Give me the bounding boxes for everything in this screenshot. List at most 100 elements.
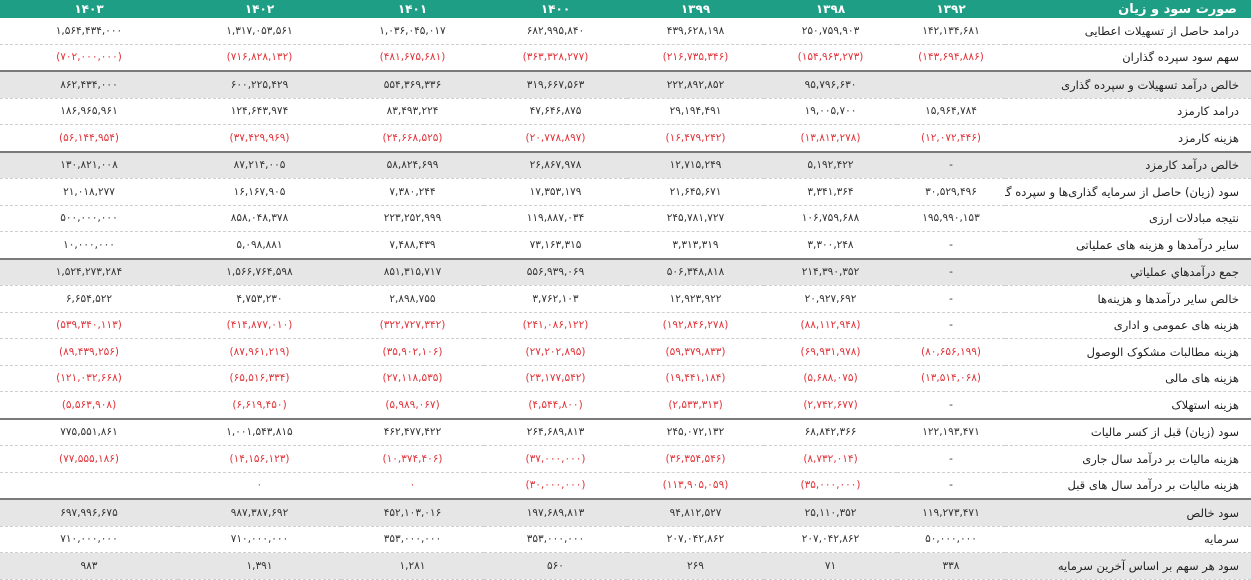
value-cell: (۳۵,۰۰۰,۰۰۰) (764, 472, 897, 500)
value-cell: (۳۰,۰۰۰,۰۰۰) (484, 472, 627, 500)
value-cell: ۴,۷۵۳,۲۳۰ (178, 285, 341, 313)
value-cell: ۱۲,۷۱۵,۲۴۹ (627, 150, 764, 179)
value-cell: ۶۰۰,۲۲۵,۴۲۹ (178, 70, 341, 99)
value-cell: (۴,۵۴۴,۸۰۰) (484, 391, 627, 419)
value-cell: ۲۲۲,۸۹۲,۸۵۲ (627, 70, 764, 99)
row-label: نتیجه مبادلات ارزی (1005, 205, 1251, 232)
value-cell: (۱۳,۵۱۴,۰۶۸) (897, 365, 1005, 392)
value-cell: ۷,۴۸۸,۴۳۹ (341, 231, 484, 259)
value-cell: ۲۱,۶۴۵,۶۷۱ (627, 178, 764, 206)
value-cell: ۴۷,۶۴۶,۸۷۵ (484, 98, 627, 125)
value-cell: ۵۶۰ (484, 552, 627, 580)
table-row: هزینه مالیات بر درآمد سال جاری - (۸,۷۳۲,۰۱… (0, 445, 1251, 473)
value-cell: (۸۸,۱۱۲,۹۴۸) (764, 312, 897, 339)
value-cell: ۱۲,۹۲۳,۹۲۲ (627, 285, 764, 313)
value-cell: (۱۰,۳۷۴,۴۰۶) (341, 445, 484, 473)
value-cell: (۶۹,۹۳۱,۹۷۸) (764, 338, 897, 366)
value-cell: ۸۳,۴۹۳,۲۲۴ (341, 98, 484, 125)
value-cell: ۴۳۹,۶۲۸,۱۹۸ (627, 18, 764, 45)
value-cell: (۱۳,۸۱۳,۲۷۸) (764, 124, 897, 152)
value-cell: (۸۷,۹۶۱,۲۱۹) (178, 338, 341, 366)
value-cell: (۸۰,۶۵۶,۱۹۹) (897, 338, 1005, 366)
table-row: هزینه استهلاک - (۲,۷۴۲,۶۷۷) (۲,۵۳۳,۳۱۳) (۴,۵… (0, 391, 1251, 419)
table-row: هزینه های عمومی و اداری - (۸۸,۱۱۲,۹۴۸) (۱۹۲… (0, 312, 1251, 339)
value-cell: ۱۵,۹۶۴,۷۸۴ (897, 98, 1005, 125)
row-label: سایر درآمدها و هزینه های عملیاتی (1005, 231, 1251, 259)
value-cell: (۵,۵۶۳,۹۰۸) (0, 391, 178, 419)
value-cell: (۱۲,۰۷۲,۴۴۶) (897, 124, 1005, 152)
value-cell: ۱,۲۸۱ (341, 552, 484, 580)
value-cell: ۶,۶۵۴,۵۲۲ (0, 285, 178, 313)
row-label: سرمایه (1005, 526, 1251, 553)
value-cell: ۲۱۴,۳۹۰,۳۵۲ (764, 257, 897, 286)
value-cell: ۱۲۴,۶۴۳,۹۷۴ (178, 98, 341, 125)
value-cell: (۲۱۶,۷۳۵,۳۴۶) (627, 44, 764, 72)
value-cell: ۲۶۴,۶۸۹,۸۱۳ (484, 417, 627, 446)
table-row: سود (زیان) حاصل از سرمایه گذاری‌ها و سپر… (0, 178, 1251, 206)
value-cell: (۷۷,۵۵۵,۱۸۶) (0, 445, 178, 473)
value-cell: ۹۴,۸۱۲,۵۲۷ (627, 498, 764, 527)
value-cell: (۲۰,۷۷۸,۸۹۷) (484, 124, 627, 152)
value-cell: (۱۹۲,۸۴۶,۲۷۸) (627, 312, 764, 339)
value-cell: ۲۴۵,۷۸۱,۷۲۷ (627, 205, 764, 232)
value-cell: (۵۶,۱۴۴,۹۵۴) (0, 124, 178, 152)
value-cell: ۷۱۰,۰۰۰,۰۰۰ (178, 526, 341, 553)
value-cell: ۱۱۹,۸۸۷,۰۳۴ (484, 205, 627, 232)
table-row: درامد کارمزد ۱۵,۹۶۴,۷۸۴ ۱۹,۰۰۵,۷۰۰ ۲۹,۱۹۴,۴… (0, 98, 1251, 125)
value-cell: (۲۴۱,۰۸۶,۱۲۲) (484, 312, 627, 339)
value-cell: ۵۸,۸۲۴,۶۹۹ (341, 150, 484, 179)
value-cell: ۶۹۷,۹۹۶,۶۷۵ (0, 498, 178, 527)
value-cell: ۳,۳۱۳,۳۱۹ (627, 231, 764, 259)
value-cell: (۷۱۶,۸۲۸,۱۳۲) (178, 44, 341, 72)
value-cell: (۱۹,۴۴۱,۱۸۴) (627, 365, 764, 392)
row-label: جمع درآمدهاي عملياتي (1005, 257, 1251, 286)
table-row: سهم سود سپرده گذاران (۱۴۳,۶۹۴,۸۸۶) (۱۵۴,۹۶… (0, 44, 1251, 72)
value-cell: - (897, 231, 1005, 259)
value-cell: ۲۰,۹۲۷,۶۹۲ (764, 285, 897, 313)
table-title: صورت سود و زیان (1005, 0, 1251, 18)
value-cell: (۸۹,۴۳۹,۲۵۶) (0, 338, 178, 366)
value-cell: (۵۳۹,۳۴۰,۱۱۳) (0, 312, 178, 339)
year-header: ۱۳۹۲ (897, 0, 1005, 18)
value-cell: ۲۵۰,۷۵۹,۹۰۳ (764, 18, 897, 45)
table-row: خالص سایر درآمدها و هزینه‌ها -۲۰,۹۲۷,۶۹۲ ۱… (0, 285, 1251, 313)
value-cell: ۲,۸۹۸,۷۵۵ (341, 285, 484, 313)
value-cell: (۱۴,۱۵۶,۱۲۳) (178, 445, 341, 473)
value-cell: ۱۹۵,۹۹۰,۱۵۳ (897, 205, 1005, 232)
value-cell: ۸۷,۲۱۴,۰۰۵ (178, 150, 341, 179)
value-cell: (۵۹,۳۷۹,۸۳۳) (627, 338, 764, 366)
value-cell (0, 472, 178, 500)
table-row: جمع درآمدهاي عملياتي -۲۱۴,۳۹۰,۳۵۲ ۵۰۶,۳۴۸,… (0, 257, 1251, 286)
value-cell: (۳۶۳,۳۲۸,۲۷۷) (484, 44, 627, 72)
value-cell: ۳,۷۶۲,۱۰۳ (484, 285, 627, 313)
row-label: سود هر سهم بر اساس آخرین سرمایه (1005, 552, 1251, 580)
table-row: هزینه های مالی (۱۳,۵۱۴,۰۶۸) (۵,۶۸۸,۰۷۵) (۱۹… (0, 365, 1251, 392)
value-cell: (۳۶,۳۵۴,۵۴۶) (627, 445, 764, 473)
table-row: نتیجه مبادلات ارزی ۱۹۵,۹۹۰,۱۵۳ ۱۰۶,۷۵۹,۶۸۸… (0, 205, 1251, 232)
value-cell: ۲۶۹ (627, 552, 764, 580)
value-cell: ۲۴۵,۰۷۲,۱۳۲ (627, 417, 764, 446)
value-cell: (۳۷,۴۲۹,۹۶۹) (178, 124, 341, 152)
value-cell: - (897, 391, 1005, 419)
value-cell: ۰ (178, 472, 341, 500)
value-cell: ۵,۰۹۸,۸۸۱ (178, 231, 341, 259)
value-cell: ۱,۳۱۷,۰۵۳,۵۶۱ (178, 18, 341, 45)
value-cell: ۳۳۸ (897, 552, 1005, 580)
year-header: ۱۳۹۸ (764, 0, 897, 18)
row-label: هزینه های عمومی و اداری (1005, 312, 1251, 339)
value-cell: ۳,۳۴۱,۳۶۴ (764, 178, 897, 206)
year-header: ۱۴۰۱ (341, 0, 484, 18)
value-cell: ۱۶,۱۶۷,۹۰۵ (178, 178, 341, 206)
value-cell: ۵,۱۹۲,۴۲۲ (764, 150, 897, 179)
year-header: ۱۴۰۳ (0, 0, 178, 18)
value-cell: ۸۵۸,۰۴۸,۳۷۸ (178, 205, 341, 232)
value-cell: (۲۴,۶۶۸,۵۲۵) (341, 124, 484, 152)
value-cell: ۵۰,۰۰۰,۰۰۰ (897, 526, 1005, 553)
row-label: خالص سایر درآمدها و هزینه‌ها (1005, 285, 1251, 313)
value-cell: ۷۱ (764, 552, 897, 580)
value-cell: - (897, 472, 1005, 500)
value-cell: ۰ (341, 472, 484, 500)
year-header: ۱۳۹۹ (627, 0, 764, 18)
value-cell: ۹۸۷,۳۸۷,۶۹۲ (178, 498, 341, 527)
